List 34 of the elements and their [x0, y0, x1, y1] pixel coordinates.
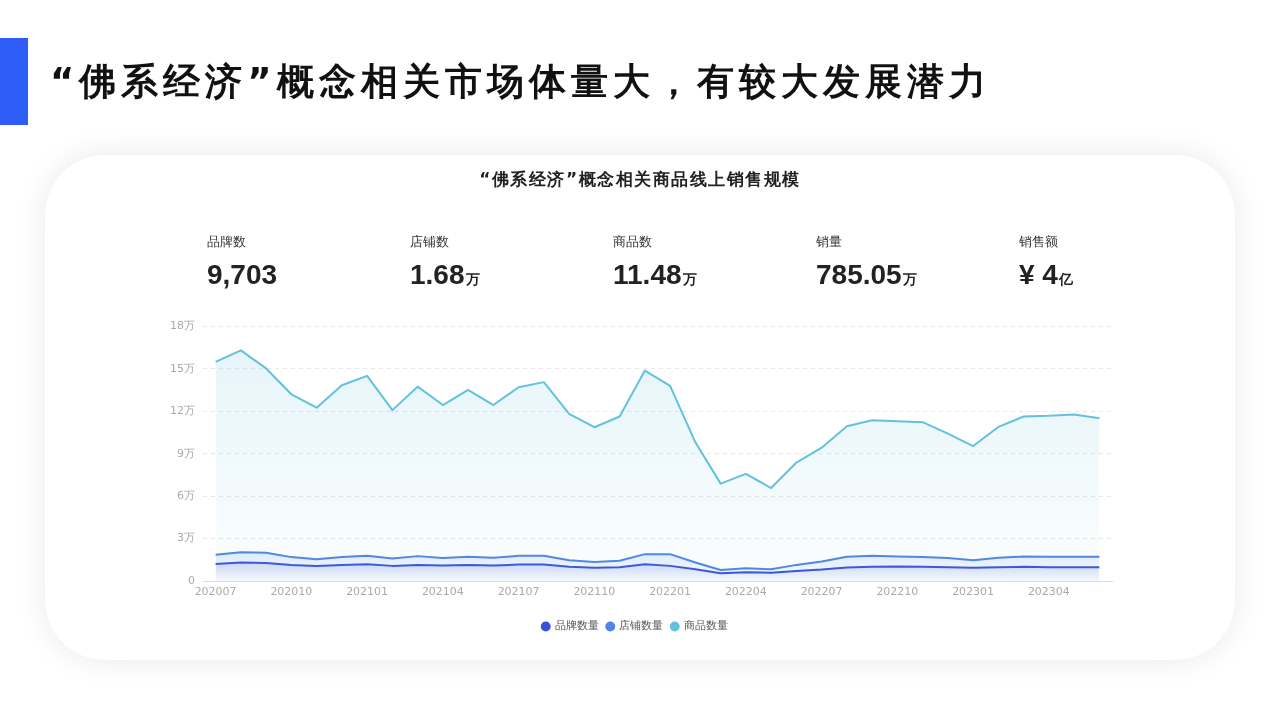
text: 785.05万: [816, 259, 917, 290]
y-tick-label: 3万: [177, 531, 195, 545]
y-tick-label: 9万: [177, 446, 195, 460]
text: 店铺数: [410, 233, 450, 251]
x-tick-label: 202010: [270, 585, 313, 599]
text: 销售额: [1019, 233, 1059, 251]
text: 销量: [816, 233, 843, 251]
text: 1.68万: [410, 259, 480, 290]
y-tick-label: 18万: [170, 319, 195, 333]
x-tick-label: 202101: [346, 585, 389, 599]
text: 商品数: [613, 233, 653, 251]
x-tick-label: 202207: [800, 585, 843, 599]
x-tick-label: 202110: [573, 585, 616, 599]
x-tick-label: 202007: [194, 585, 237, 599]
x-tick-label: 202107: [497, 585, 540, 599]
x-tick-label: 202204: [724, 585, 767, 599]
legend-label: 商品数量: [683, 619, 728, 633]
x-tick-label: 202201: [649, 585, 692, 599]
text: ¥ 4亿: [1019, 259, 1073, 290]
x-tick-label: 202210: [876, 585, 919, 599]
text: 品牌数: [207, 233, 247, 251]
x-tick-label: 202104: [421, 585, 464, 599]
y-tick-label: 12万: [170, 404, 195, 418]
text: 9,703: [207, 259, 278, 290]
y-tick-label: 0: [188, 573, 195, 587]
legend-label: 品牌数量: [554, 619, 599, 633]
x-tick-label: 202304: [1027, 585, 1070, 599]
legend-label: 店铺数量: [619, 619, 664, 633]
y-tick-label: 6万: [177, 489, 195, 503]
chart-title: “佛系经济”概念相关市场体量大，有较大发展潜力: [50, 59, 991, 105]
y-tick-label: 15万: [170, 361, 195, 375]
x-tick-label: 202301: [952, 585, 995, 599]
chart-subtitle: “佛系经济”概念相关商品线上销售规模: [478, 168, 802, 191]
text: 11.48万: [613, 259, 697, 290]
